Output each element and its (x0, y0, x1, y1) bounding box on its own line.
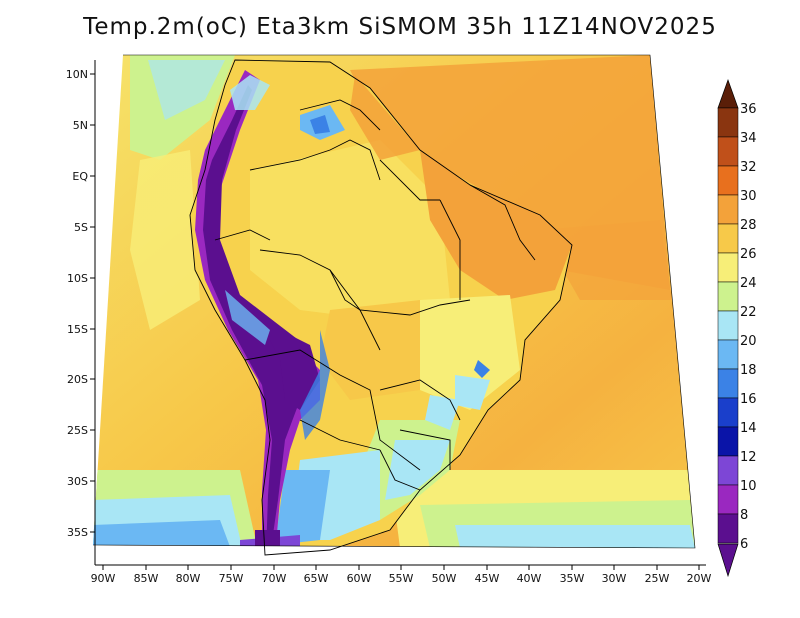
lon-tick-label: 90W (91, 572, 116, 585)
map-title: Temp.2m(oC) Eta3km SiSMOM 35h 11Z14NOV20… (83, 14, 717, 40)
lon-tick-label: 45W (475, 572, 500, 585)
lat-tick-label: 35S (67, 526, 88, 539)
colorbar-label: 22 (740, 305, 757, 320)
colorbar-cell (717, 339, 739, 370)
colorbar-cell (717, 310, 739, 341)
colorbar-cell (717, 223, 739, 254)
colorbar-label: 14 (740, 421, 757, 436)
lon-tick-label: 20W (687, 572, 712, 585)
colorbar-cell (717, 484, 739, 515)
lat-tick-label: 30S (67, 475, 88, 488)
colorbar-label: 24 (740, 276, 757, 291)
colorbar-cells (717, 107, 739, 544)
lon-tick-label: 35W (560, 572, 585, 585)
colorbar-cell (717, 194, 739, 225)
colorbar-cell (717, 397, 739, 428)
lon-tick-label: 25W (645, 572, 670, 585)
colorbar-label: 12 (740, 450, 757, 465)
colorbar-label: 34 (740, 131, 757, 146)
colorbar-label: 26 (740, 247, 757, 262)
lon-tick-label: 80W (176, 572, 201, 585)
lat-tick-label: 15S (67, 323, 88, 336)
temperature-field (93, 55, 695, 548)
lon-tick-label: 50W (432, 572, 457, 585)
colorbar-label: 20 (740, 334, 757, 349)
colorbar-label: 36 (740, 102, 757, 117)
lon-tick-label: 75W (219, 572, 244, 585)
colorbar-cell (717, 252, 739, 283)
lat-tick-label: 25S (67, 424, 88, 437)
colorbar-cell (717, 165, 739, 196)
lon-tick-label: 40W (517, 572, 542, 585)
colorbar-label: 6 (740, 537, 748, 552)
colorbar-label: 28 (740, 218, 757, 233)
lon-tick-label: 60W (347, 572, 372, 585)
country-borders (189, 59, 573, 556)
lon-tick-label: 85W (134, 572, 159, 585)
colorbar-label: 16 (740, 392, 757, 407)
lon-axis: 90W 85W 80W 75W 70W 65W 60W 55W 50W 45W … (91, 565, 712, 585)
colorbar-cell (717, 281, 739, 312)
colorbar-cell (717, 513, 739, 544)
colorbar-cell (717, 426, 739, 457)
map-frame (92, 54, 696, 549)
colorbar-cell (717, 455, 739, 486)
lat-axis: 10N 5N EQ 5S 10S 15S 20S 25S 30S 35S (66, 68, 95, 539)
colorbar-cell (717, 107, 739, 138)
lat-tick-label: EQ (72, 170, 88, 183)
colorbar-cell (717, 136, 739, 167)
colorbar-label: 30 (740, 189, 757, 204)
lon-tick-label: 55W (389, 572, 414, 585)
lon-tick-label: 30W (602, 572, 627, 585)
colorbar-label: 32 (740, 160, 757, 175)
colorbar-label: 8 (740, 508, 748, 523)
lat-tick-label: 10N (66, 68, 88, 81)
colorbar-label: 10 (740, 479, 757, 494)
lat-tick-label: 5N (73, 119, 88, 132)
colorbar-top-arrow (717, 78, 739, 109)
lon-tick-label: 65W (304, 572, 329, 585)
lat-tick-label: 10S (67, 272, 88, 285)
lat-tick-label: 20S (67, 373, 88, 386)
colorbar-bottom-arrow (717, 543, 739, 578)
lat-tick-label: 5S (74, 221, 88, 234)
colorbar-label: 18 (740, 363, 757, 378)
colorbar-labels: 36 34 32 30 28 26 24 22 20 18 16 14 12 1… (740, 102, 757, 552)
colorbar-cell (717, 368, 739, 399)
colorbar: 36 34 32 30 28 26 24 22 20 18 16 14 12 1… (717, 78, 757, 578)
lon-tick-label: 70W (262, 572, 287, 585)
